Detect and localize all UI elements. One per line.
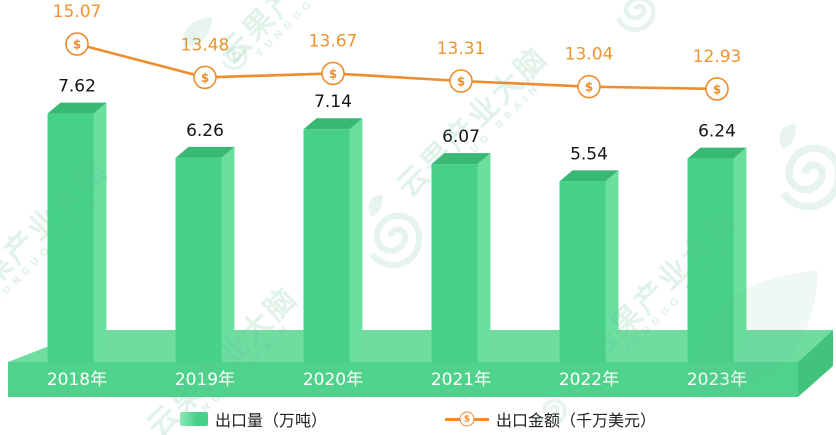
marker-dollar-icon [577, 74, 601, 99]
bar-value-label: 6.26 [186, 121, 224, 141]
line-value-label: 13.48 [181, 35, 230, 55]
legend: 出口量（万吨） $ 出口金额（千万美元） [0, 406, 836, 432]
bar-side-face [93, 102, 107, 362]
bar-top-face [559, 170, 619, 182]
bar-value-label: 6.07 [442, 127, 480, 147]
bar-top-face [687, 147, 747, 159]
category-label: 2022年 [559, 370, 619, 390]
bar-2022年 [559, 181, 606, 362]
platform-side-face [798, 330, 833, 397]
bar-top-face [431, 153, 491, 165]
marker-dollar-icon [321, 61, 345, 86]
bar-2018年 [47, 113, 94, 362]
marker-dollar-symbol: $ [713, 82, 721, 96]
bar-value-label: 6.24 [698, 122, 736, 142]
line-value-label: 13.31 [437, 39, 486, 59]
bar-2020年 [303, 129, 350, 362]
bar-value-label: 7.14 [314, 92, 352, 112]
line-value-label: 15.07 [53, 2, 102, 22]
bar-side-face [477, 153, 491, 362]
marker-dollar-icon [705, 77, 729, 101]
marker-dollar-icon [449, 69, 473, 93]
marker-dollar-symbol: $ [585, 80, 593, 94]
category-label: 2021年 [431, 370, 491, 390]
category-label: 2019年 [175, 370, 235, 390]
bar-top-face [47, 102, 107, 114]
bar-side-face [605, 170, 619, 362]
marker-dollar-symbol: $ [73, 38, 81, 52]
legend-item-export-amount[interactable]: $ 出口金额（千万美元） [445, 407, 656, 431]
category-label: 2020年 [303, 370, 363, 390]
bar-value-label: 7.62 [58, 77, 96, 97]
legend-item-export-volume[interactable]: 出口量（万吨） [179, 407, 327, 431]
category-label: 2023年 [687, 370, 747, 390]
line-value-label: 12.93 [693, 47, 742, 67]
line-value-label: 13.67 [309, 31, 358, 51]
bar-2021年 [431, 164, 478, 362]
dollar-icon: $ [459, 411, 475, 427]
bar-top-face [175, 146, 235, 158]
bar-2019年 [175, 157, 222, 362]
marker-dollar-symbol: $ [201, 71, 209, 85]
bar-side-face [349, 118, 363, 363]
marker-dollar-symbol: $ [329, 67, 337, 81]
line-value-label: 13.04 [565, 45, 614, 65]
category-label: 2018年 [47, 370, 107, 390]
bar-value-label: 5.54 [570, 144, 608, 164]
bar-2023年 [687, 158, 734, 362]
legend-label-export-amount: 出口金额（千万美元） [496, 411, 657, 430]
platform-front-face [8, 362, 798, 397]
line-marker-icon: $ [445, 411, 489, 427]
marker-dollar-symbol: $ [457, 74, 465, 88]
legend-label-export-volume: 出口量（万吨） [214, 411, 327, 430]
bar-top-face [303, 118, 363, 130]
marker-dollar-icon [65, 32, 89, 56]
bar-side-face [733, 147, 747, 362]
marker-dollar-icon [193, 65, 217, 90]
line-series [76, 42, 718, 91]
bar-side-face [221, 146, 235, 362]
bar-swatch-icon [179, 412, 208, 426]
